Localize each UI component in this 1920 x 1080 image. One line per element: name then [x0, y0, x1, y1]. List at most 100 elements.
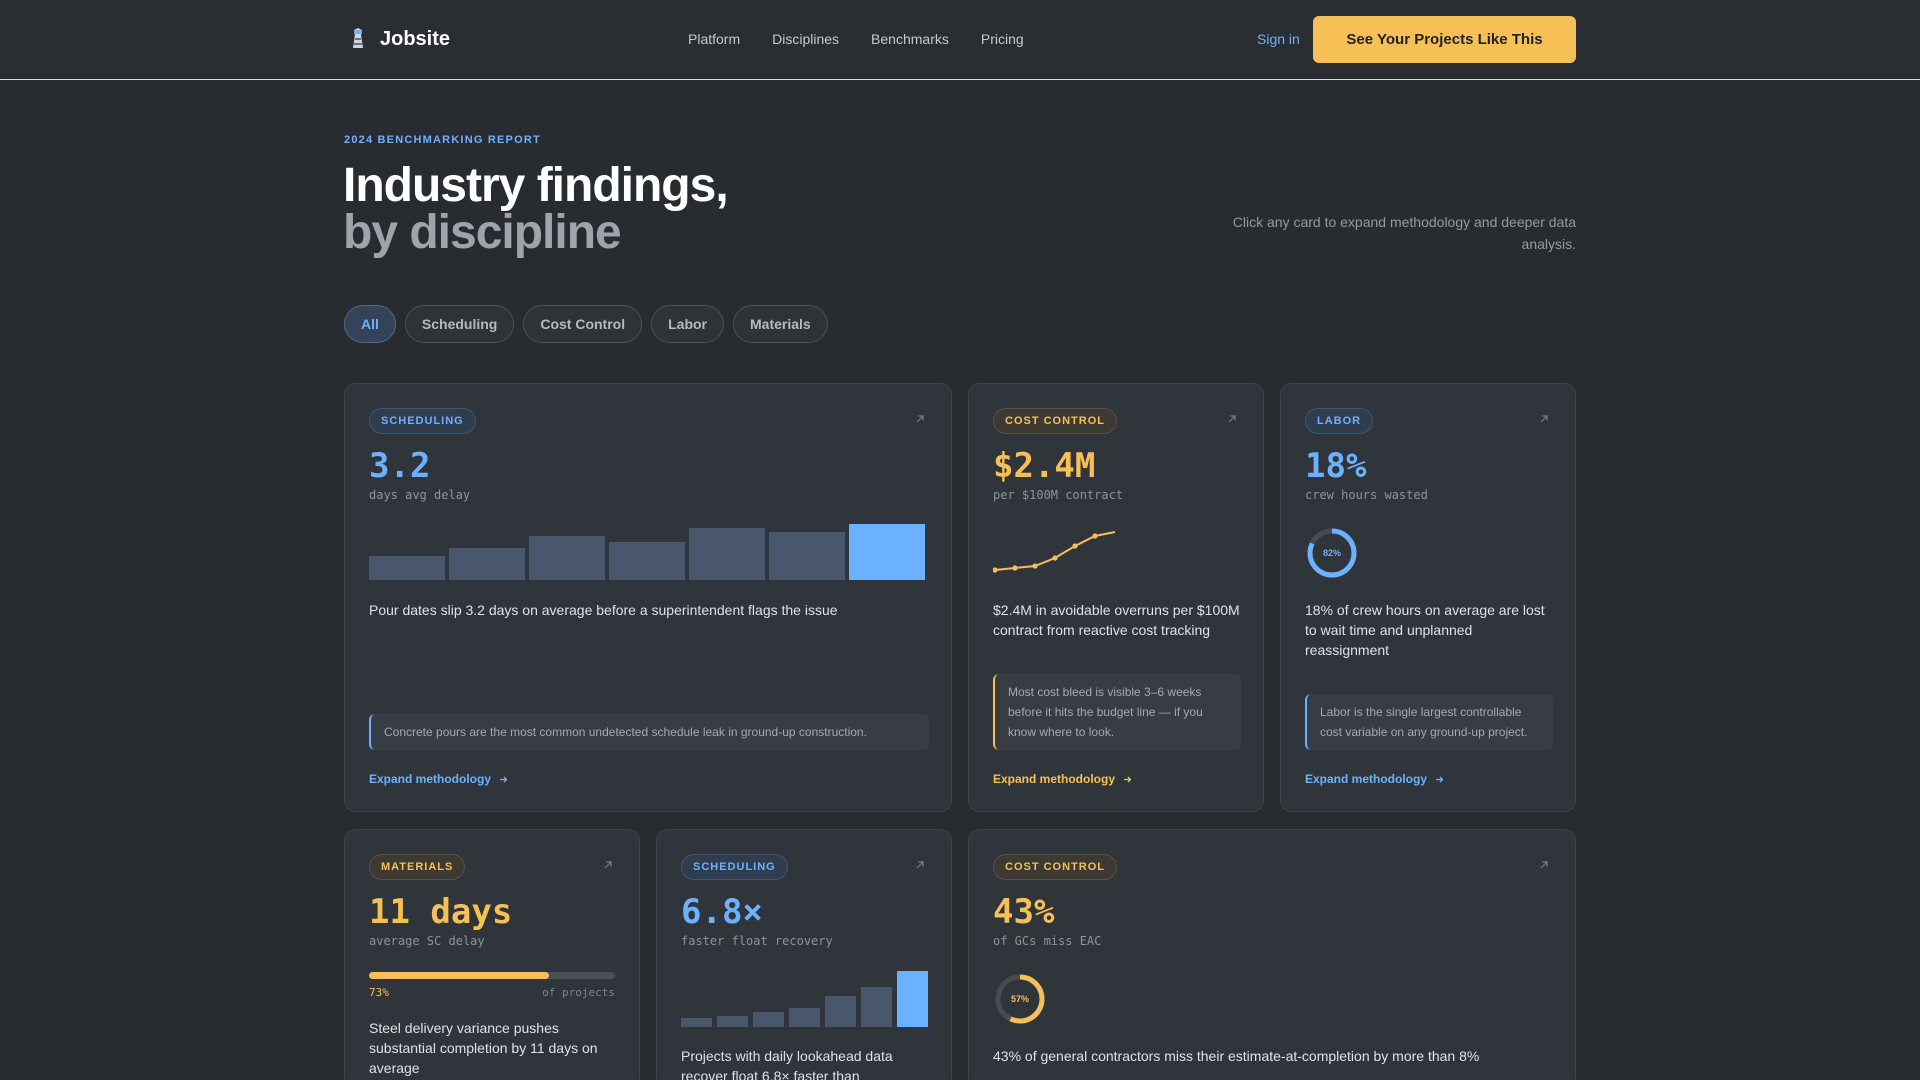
finding-description: $2.4M in avoidable overruns per $100M co…	[993, 602, 1240, 638]
main-nav: Platform Disciplines Benchmarks Pricing	[688, 31, 1024, 47]
expand-methodology-link[interactable]: Expand methodology	[1305, 772, 1444, 786]
crew-hours-ring: 82%	[1307, 528, 1357, 578]
bar-7	[849, 524, 925, 580]
filter-labor[interactable]: Labor	[651, 305, 724, 343]
stat-caption: crew hours wasted	[1305, 488, 1428, 502]
bar-6	[861, 987, 892, 1027]
finding-card-scheduling[interactable]: SCHEDULING 3.2 days avg delay Pour dates…	[344, 383, 952, 812]
finding-description: 43% of general contractors miss their es…	[993, 1048, 1480, 1064]
finding-note: Most cost bleed is visible 3–6 weeks bef…	[993, 674, 1241, 750]
bar-7	[897, 971, 928, 1027]
expand-methodology-label: Expand methodology	[993, 772, 1116, 786]
bar-5	[825, 996, 856, 1027]
trend-point-5	[1072, 543, 1078, 549]
delay-bar-chart	[369, 524, 925, 580]
stat-value: 18%	[1305, 446, 1367, 486]
finding-note: Concrete pours are the most common undet…	[369, 714, 929, 750]
finding-description: 18% of crew hours on average are lost to…	[1305, 602, 1545, 658]
delay-progress-bar	[369, 972, 615, 979]
report-eyebrow: 2024 BENCHMARKING REPORT	[344, 134, 541, 146]
stat-caption: average SC delay	[369, 934, 485, 948]
arrow-right-icon	[1124, 776, 1132, 782]
discipline-tag: SCHEDULING	[369, 408, 476, 434]
filter-materials[interactable]: Materials	[733, 305, 828, 343]
lighthouse-icon	[348, 26, 368, 52]
page-title-line2: by discipline	[343, 206, 622, 259]
expand-arrow-icon[interactable]	[1539, 414, 1549, 424]
discipline-tag: LABOR	[1305, 408, 1374, 434]
bar-2	[449, 548, 525, 580]
brand-name: Jobsite	[380, 27, 451, 50]
progress-percent: 73%	[369, 986, 389, 999]
page-title-line1: Industry findings,	[343, 159, 729, 212]
discipline-tag: COST CONTROL	[993, 408, 1117, 434]
trend-point-3	[1032, 563, 1038, 569]
stat-caption: of GCs miss EAC	[993, 934, 1102, 948]
expand-methodology-label: Expand methodology	[1305, 772, 1428, 786]
stat-value: 11 days	[369, 892, 513, 932]
finding-description: Projects with daily lookahead data recov…	[681, 1048, 893, 1080]
progress-label: of projects	[542, 986, 615, 999]
top-navigation-bar: Jobsite Platform Disciplines Benchmarks …	[0, 0, 1920, 80]
arrow-right-icon	[500, 776, 508, 782]
finding-description: Pour dates slip 3.2 days on average befo…	[369, 602, 838, 618]
overrun-trend-line	[993, 531, 1116, 573]
trend-point-4	[1052, 555, 1058, 561]
nav-benchmarks[interactable]: Benchmarks	[871, 31, 949, 47]
stat-value: 43%	[993, 892, 1055, 932]
arrow-right-icon	[1436, 776, 1444, 782]
stat-value: 3.2	[369, 446, 431, 486]
bar-3	[529, 536, 605, 580]
trend-line	[994, 531, 1116, 571]
finding-description: Steel delivery variance pushes substanti…	[369, 1020, 598, 1076]
brand[interactable]: Jobsite	[348, 26, 450, 52]
expand-methodology-link[interactable]: Expand methodology	[369, 772, 508, 786]
expand-arrow-icon[interactable]	[1539, 860, 1549, 870]
trend-point-1	[993, 567, 998, 573]
finding-card-cost-control[interactable]: COST CONTROL $2.4M per $100M contract $2…	[968, 383, 1264, 812]
stat-value: 6.8×	[681, 892, 763, 932]
ring-label: 57%	[1011, 994, 1029, 1004]
bar-4	[609, 542, 685, 580]
nav-disciplines[interactable]: Disciplines	[772, 31, 840, 47]
see-projects-button[interactable]: See Your Projects Like This	[1313, 16, 1576, 63]
float-bar-chart	[681, 971, 928, 1027]
expand-arrow-icon[interactable]	[1227, 414, 1237, 424]
ring-label: 82%	[1323, 548, 1341, 558]
discipline-tag: COST CONTROL	[993, 854, 1117, 880]
stat-caption: days avg delay	[369, 488, 471, 502]
expand-arrow-icon[interactable]	[603, 860, 613, 870]
expand-methodology-label: Expand methodology	[369, 772, 492, 786]
bar-3	[753, 1012, 784, 1027]
nav-pricing[interactable]: Pricing	[980, 31, 1024, 47]
stat-value: $2.4M	[993, 446, 1096, 486]
finding-card-scheduling-float[interactable]: SCHEDULING 6.8× faster float recovery Pr…	[656, 829, 952, 1080]
expand-arrow-icon[interactable]	[915, 860, 925, 870]
bar-2	[717, 1016, 748, 1027]
sign-in-link[interactable]: Sign in	[1257, 31, 1300, 47]
eac-ring: 57%	[995, 974, 1045, 1024]
filter-all[interactable]: All	[344, 305, 396, 343]
discipline-tag: SCHEDULING	[681, 854, 788, 880]
filter-scheduling[interactable]: Scheduling	[404, 305, 515, 343]
finding-card-materials[interactable]: MATERIALS 11 days average SC delay 73% o…	[344, 829, 640, 1080]
bar-1	[369, 556, 445, 580]
progress-fill	[369, 972, 549, 979]
bar-5	[689, 528, 765, 580]
bar-4	[789, 1008, 820, 1027]
stat-caption: faster float recovery	[681, 934, 833, 948]
stat-caption: per $100M contract	[993, 488, 1124, 502]
nav-platform[interactable]: Platform	[688, 31, 741, 47]
finding-note: Labor is the single largest controllable…	[1305, 694, 1553, 750]
trend-point-2	[1012, 565, 1018, 571]
expand-hint: Click any card to expand methodology and…	[1232, 214, 1576, 252]
bar-1	[681, 1018, 712, 1027]
finding-card-labor[interactable]: LABOR 18% crew hours wasted 82% 18% of c…	[1280, 383, 1576, 812]
trend-point-6	[1092, 533, 1098, 539]
expand-arrow-icon[interactable]	[915, 414, 925, 424]
filter-cost-control[interactable]: Cost Control	[523, 305, 643, 343]
finding-card-cost-control-eac[interactable]: COST CONTROL 43% of GCs miss EAC 57% 43%…	[968, 829, 1576, 1080]
discipline-filters: All Scheduling Cost Control Labor Materi…	[344, 305, 828, 343]
expand-methodology-link[interactable]: Expand methodology	[993, 772, 1132, 786]
discipline-tag: MATERIALS	[369, 854, 466, 880]
